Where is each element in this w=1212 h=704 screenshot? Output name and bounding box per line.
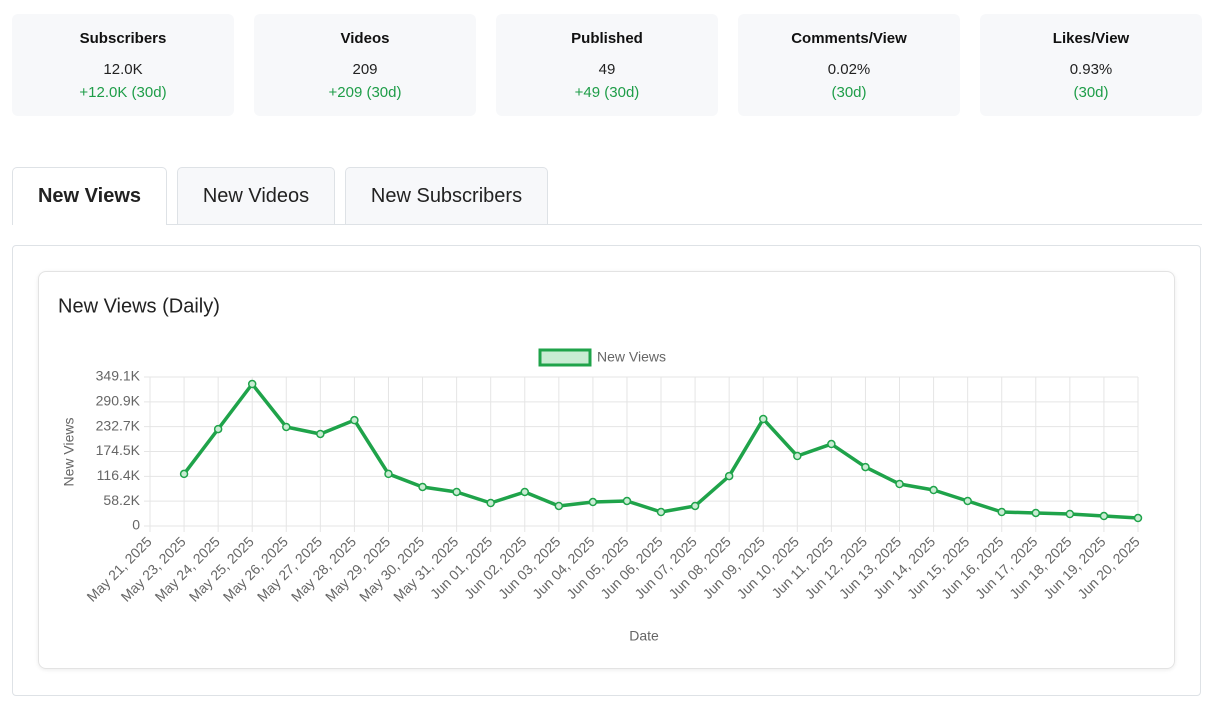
tab[interactable]: New Subscribers xyxy=(345,167,548,224)
y-tick-label: 0 xyxy=(132,517,140,533)
tab-divider xyxy=(12,224,1202,225)
stat-change: +12.0K (30d) xyxy=(79,84,167,101)
stat-value: 12.0K xyxy=(103,61,143,78)
legend-swatch xyxy=(538,348,592,367)
y-tick-label: 174.5K xyxy=(96,442,141,458)
point xyxy=(179,469,189,479)
tab[interactable]: New Views xyxy=(12,167,167,225)
y-tick-label: 232.7K xyxy=(96,417,141,433)
stat-change: +49 (30d) xyxy=(574,84,640,101)
point xyxy=(350,415,359,425)
point xyxy=(418,482,427,492)
stat-change: +209 (30d) xyxy=(328,84,402,101)
stat-change: (30d) xyxy=(1073,84,1109,101)
point xyxy=(588,497,598,507)
y-tick-label: 58.2K xyxy=(103,492,140,508)
stat-label: Videos xyxy=(340,30,390,47)
point xyxy=(861,462,870,472)
point xyxy=(758,414,768,424)
point xyxy=(724,471,734,481)
stat-value: 49 xyxy=(598,61,616,78)
stat-value: 0.93% xyxy=(1069,61,1113,78)
stat-label: Subscribers xyxy=(79,30,167,47)
y-tick-label: 349.1K xyxy=(96,368,141,384)
point xyxy=(963,496,972,506)
point xyxy=(997,507,1006,517)
chart-card xyxy=(38,271,1175,669)
stat-card: Videos 209 +209 (30d) xyxy=(254,14,476,116)
point xyxy=(622,496,632,506)
point xyxy=(1031,508,1041,518)
stat-label: Likes/View xyxy=(1052,30,1130,47)
y-tick-label: 290.9K xyxy=(96,393,141,409)
point xyxy=(554,501,564,511)
stat-label: Published xyxy=(571,30,643,47)
chart-title: New Views (Daily) xyxy=(58,295,220,317)
x-axis-label: Date xyxy=(629,628,659,644)
y-axis-label: New Views xyxy=(61,418,77,487)
stat-card: Comments/View 0.02% (30d) xyxy=(738,14,960,116)
point xyxy=(282,422,291,432)
stat-value: 209 xyxy=(352,61,378,78)
point xyxy=(520,487,530,497)
stat-label: Comments/View xyxy=(791,30,907,47)
stat-change: (30d) xyxy=(831,84,867,101)
legend-label: New Views xyxy=(597,349,666,365)
point xyxy=(486,498,495,508)
tab-panel xyxy=(12,245,1201,696)
point xyxy=(1099,511,1109,521)
point xyxy=(656,507,666,517)
point xyxy=(1133,513,1143,523)
stat-card: Subscribers 12.0K +12.0K (30d) xyxy=(12,14,234,116)
point xyxy=(1065,509,1075,519)
point xyxy=(384,469,393,479)
point xyxy=(690,501,700,511)
point xyxy=(316,429,325,439)
tab[interactable]: New Videos xyxy=(177,167,335,224)
point xyxy=(793,451,802,461)
stat-value: 0.02% xyxy=(827,61,871,78)
point xyxy=(827,439,836,449)
point xyxy=(895,479,904,489)
point xyxy=(929,485,938,495)
point xyxy=(452,487,461,497)
chart: New Views (Daily) New Views Date 0 58.2K 1… xyxy=(58,295,1143,644)
stat-card: Likes/View 0.93% (30d) xyxy=(980,14,1202,116)
stat-card: Published 49 +49 (30d) xyxy=(496,14,718,116)
point xyxy=(247,379,257,389)
point xyxy=(213,424,223,434)
y-tick-label: 116.4K xyxy=(97,467,141,483)
